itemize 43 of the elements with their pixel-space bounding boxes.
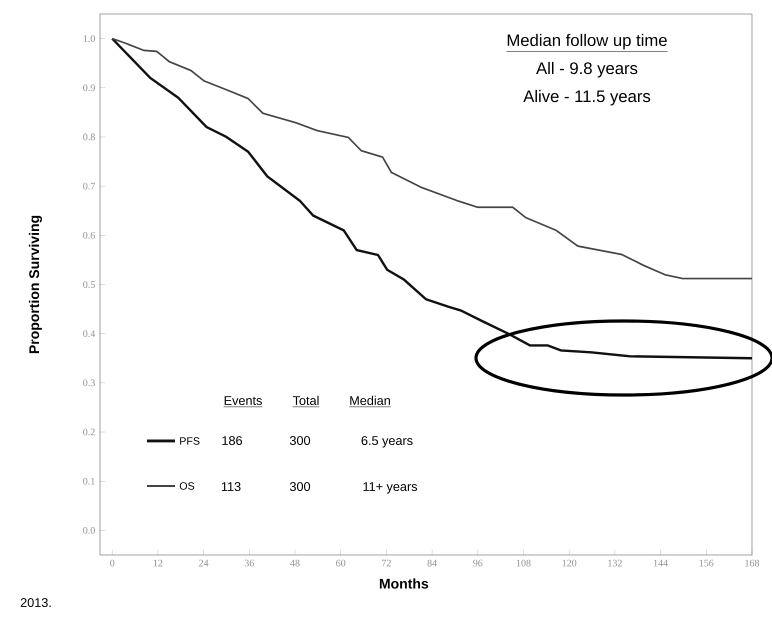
y-tick-label: 0.9 xyxy=(83,84,95,92)
y-axis-title: Proportion Surviving xyxy=(28,216,42,354)
y-tick-label: 0.4 xyxy=(83,330,96,338)
y-tick-label: 0.2 xyxy=(83,428,95,436)
x-tick-label: 132 xyxy=(608,560,622,566)
x-tick-label: 84 xyxy=(427,560,437,566)
y-tick-label: 0.1 xyxy=(83,478,95,485)
y-tick-label: 0.5 xyxy=(83,281,95,288)
x-tick-label: 156 xyxy=(700,560,714,566)
y-tick-label: 0.0 xyxy=(83,527,95,534)
annotation: 113 xyxy=(222,482,241,492)
legend-label: OS xyxy=(180,482,194,490)
y-tick-label: 0.8 xyxy=(83,134,95,140)
x-tick-label: 120 xyxy=(562,560,576,566)
x-axis-title: Months xyxy=(380,578,428,589)
annotation: Median xyxy=(350,396,390,406)
annotation: Alive - 11.5 years xyxy=(523,90,650,106)
annotation: 300 xyxy=(290,436,310,446)
annotation: 186 xyxy=(222,436,242,446)
annotation: 6.5 years xyxy=(362,436,413,448)
annotation: Median follow up time xyxy=(508,34,667,50)
legend-label: PFS xyxy=(180,437,200,445)
text: 2013. xyxy=(20,598,51,608)
y-tick-label: 0.6 xyxy=(83,232,95,239)
x-tick-label: 96 xyxy=(473,560,482,566)
y-tick-label: 1.0 xyxy=(84,35,95,42)
x-tick-label: 36 xyxy=(244,560,254,566)
annotation: 300 xyxy=(290,482,310,492)
y-tick-label: 0.7 xyxy=(83,182,95,190)
x-tick-label: 24 xyxy=(199,560,208,566)
x-tick-label: 144 xyxy=(654,560,668,566)
annotation: All - 9.8 years xyxy=(536,62,638,78)
x-tick-label: 168 xyxy=(745,560,760,566)
annotation: 11+ years xyxy=(363,482,418,494)
y-tick-label: 0.3 xyxy=(83,379,95,386)
x-tick-label: 0 xyxy=(110,560,114,566)
annotation: Events xyxy=(224,396,262,406)
x-tick-label: 48 xyxy=(290,560,300,566)
x-tick-label: 60 xyxy=(336,560,346,566)
x-tick-label: 72 xyxy=(382,560,391,566)
x-tick-label: 12 xyxy=(154,560,162,566)
annotation: Total xyxy=(292,396,319,406)
x-tick-label: 108 xyxy=(516,560,531,566)
